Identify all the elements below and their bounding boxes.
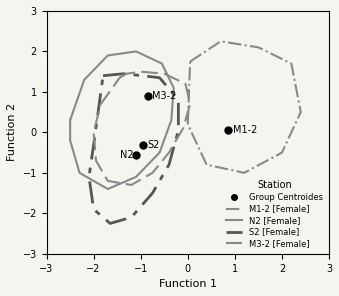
Text: S2: S2 [148, 139, 160, 149]
Legend: Group Centroides, M1-2 [Female], N2 [Female], S2 [Female], M3-2 [Female]: Group Centroides, M1-2 [Female], N2 [Fem… [222, 177, 326, 251]
Y-axis label: Function 2: Function 2 [7, 103, 17, 161]
Text: N2: N2 [120, 149, 133, 160]
X-axis label: Function 1: Function 1 [159, 279, 217, 289]
Text: M1-2: M1-2 [234, 125, 258, 135]
Text: M3-2: M3-2 [153, 91, 177, 101]
